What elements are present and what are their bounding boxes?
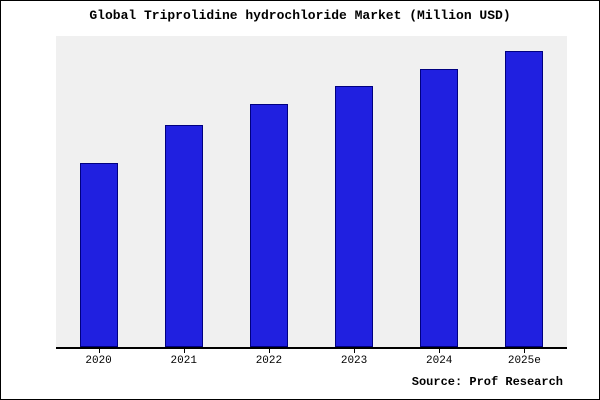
bars: [56, 36, 567, 347]
x-label-cell-2020: 2020: [80, 349, 118, 371]
x-axis-labels: 2020 2021 2022 2023 2024 2025e: [56, 349, 567, 371]
x-tick-label-2023: 2023: [340, 355, 368, 367]
chart-title: Global Triprolidine hydrochloride Market…: [89, 8, 511, 23]
x-tick-2021: [183, 349, 185, 353]
x-tick-2020: [98, 349, 100, 353]
x-tick-2023: [354, 349, 356, 353]
x-tick-label-2020: 2020: [85, 355, 112, 367]
bar-cell-2025e: [505, 36, 544, 347]
bar-cell-2020: [79, 36, 118, 347]
bar-2022: [249, 104, 288, 347]
bar-2023: [335, 86, 374, 347]
x-tick-label-2024: 2024: [426, 355, 453, 367]
bar-cell-2024: [420, 36, 459, 347]
plot-area: [56, 36, 567, 349]
x-label-cell-2025e: 2025e: [505, 349, 543, 371]
x-label-cell-2021: 2021: [165, 349, 203, 371]
x-tick-2025e: [524, 349, 526, 353]
bar-cell-2021: [164, 36, 203, 347]
bar-2024: [420, 68, 459, 347]
x-label-cell-2022: 2022: [250, 349, 288, 371]
bar-cell-2022: [249, 36, 288, 347]
x-label-cell-2023: 2023: [335, 349, 373, 371]
bar-2021: [164, 124, 203, 347]
x-tick-label-2025e: 2025e: [507, 355, 541, 367]
bar-2025e: [505, 50, 544, 347]
x-tick-2022: [268, 349, 270, 353]
x-tick-2024: [439, 349, 441, 353]
x-tick-label-2022: 2022: [255, 355, 283, 367]
bar-2020: [79, 163, 118, 347]
source-attribution: Source: Prof Research: [411, 375, 563, 389]
bar-cell-2023: [335, 36, 374, 347]
x-tick-label-2021: 2021: [170, 355, 197, 367]
x-label-cell-2024: 2024: [420, 349, 458, 371]
